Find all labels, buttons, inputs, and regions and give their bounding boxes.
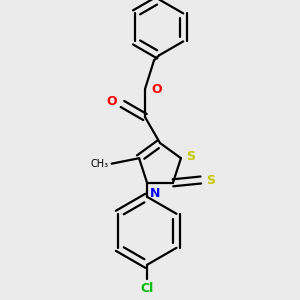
Text: N: N	[150, 187, 160, 200]
Text: S: S	[206, 173, 215, 187]
Text: CH₃: CH₃	[91, 159, 109, 169]
Text: O: O	[107, 94, 118, 107]
Text: S: S	[186, 150, 195, 163]
Text: Cl: Cl	[140, 282, 154, 295]
Text: O: O	[151, 82, 162, 95]
